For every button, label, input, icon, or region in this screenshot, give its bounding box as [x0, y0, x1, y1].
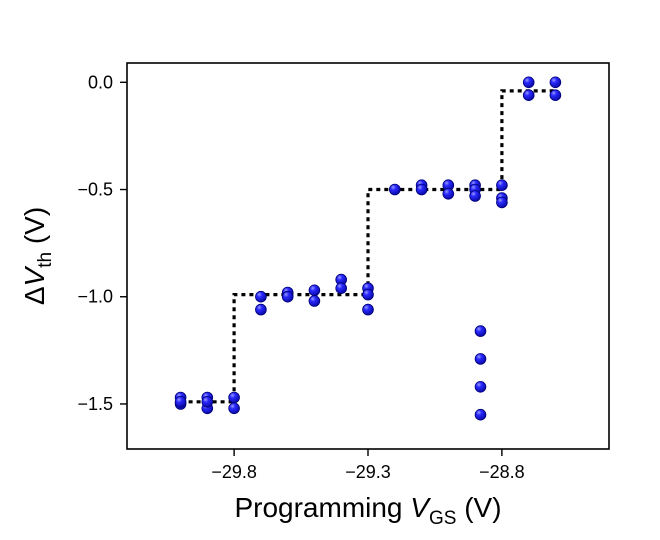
- data-point-18: [362, 303, 374, 316]
- y-tick-label: −0.5: [77, 180, 113, 200]
- y-tick-label: −1.5: [77, 394, 113, 414]
- x-tick-label: −28.8: [479, 462, 525, 482]
- data-point-2: [174, 395, 187, 408]
- data-point-30: [474, 408, 487, 421]
- step-line-path: [180, 89, 556, 404]
- y-tick-label: 0.0: [88, 72, 113, 92]
- data-point-6: [228, 391, 240, 404]
- x-axis-ticks: −29.8 −29.3 −28.8: [211, 449, 525, 482]
- plot-frame: [126, 62, 610, 450]
- data-point-31: [496, 179, 508, 192]
- data-point-26: [469, 190, 481, 202]
- data-point-36: [549, 76, 562, 89]
- data-point-8: [255, 290, 267, 303]
- data-point-12: [308, 284, 321, 297]
- data-point-37: [549, 89, 562, 101]
- x-tick-label: −29.8: [211, 462, 257, 482]
- data-point-29: [474, 380, 487, 393]
- data-point-23: [442, 188, 455, 200]
- data-points: [174, 76, 562, 421]
- data-point-9: [255, 303, 267, 316]
- data-point-7: [228, 402, 240, 415]
- data-point-21: [415, 183, 428, 196]
- data-point-35: [522, 89, 535, 101]
- data-point-5: [201, 395, 214, 408]
- data-point-28: [474, 353, 487, 365]
- y-axis-ticks: 0.0 −0.5 −1.0 −1.5: [77, 72, 127, 414]
- x-tick-label: −29.3: [345, 462, 391, 482]
- data-point-27: [474, 325, 487, 337]
- data-point-13: [308, 295, 321, 307]
- data-point-11: [281, 290, 294, 303]
- data-point-34: [522, 76, 535, 89]
- data-point-15: [335, 282, 348, 295]
- data-point-19: [388, 183, 401, 196]
- step-line: [180, 89, 556, 404]
- data-point-17: [362, 288, 374, 301]
- x-axis-title: Programming VGS (V): [234, 492, 501, 529]
- y-axis-title: ΔVth (V): [19, 207, 56, 305]
- y-tick-label: −1.0: [77, 287, 113, 307]
- data-point-33: [496, 196, 508, 209]
